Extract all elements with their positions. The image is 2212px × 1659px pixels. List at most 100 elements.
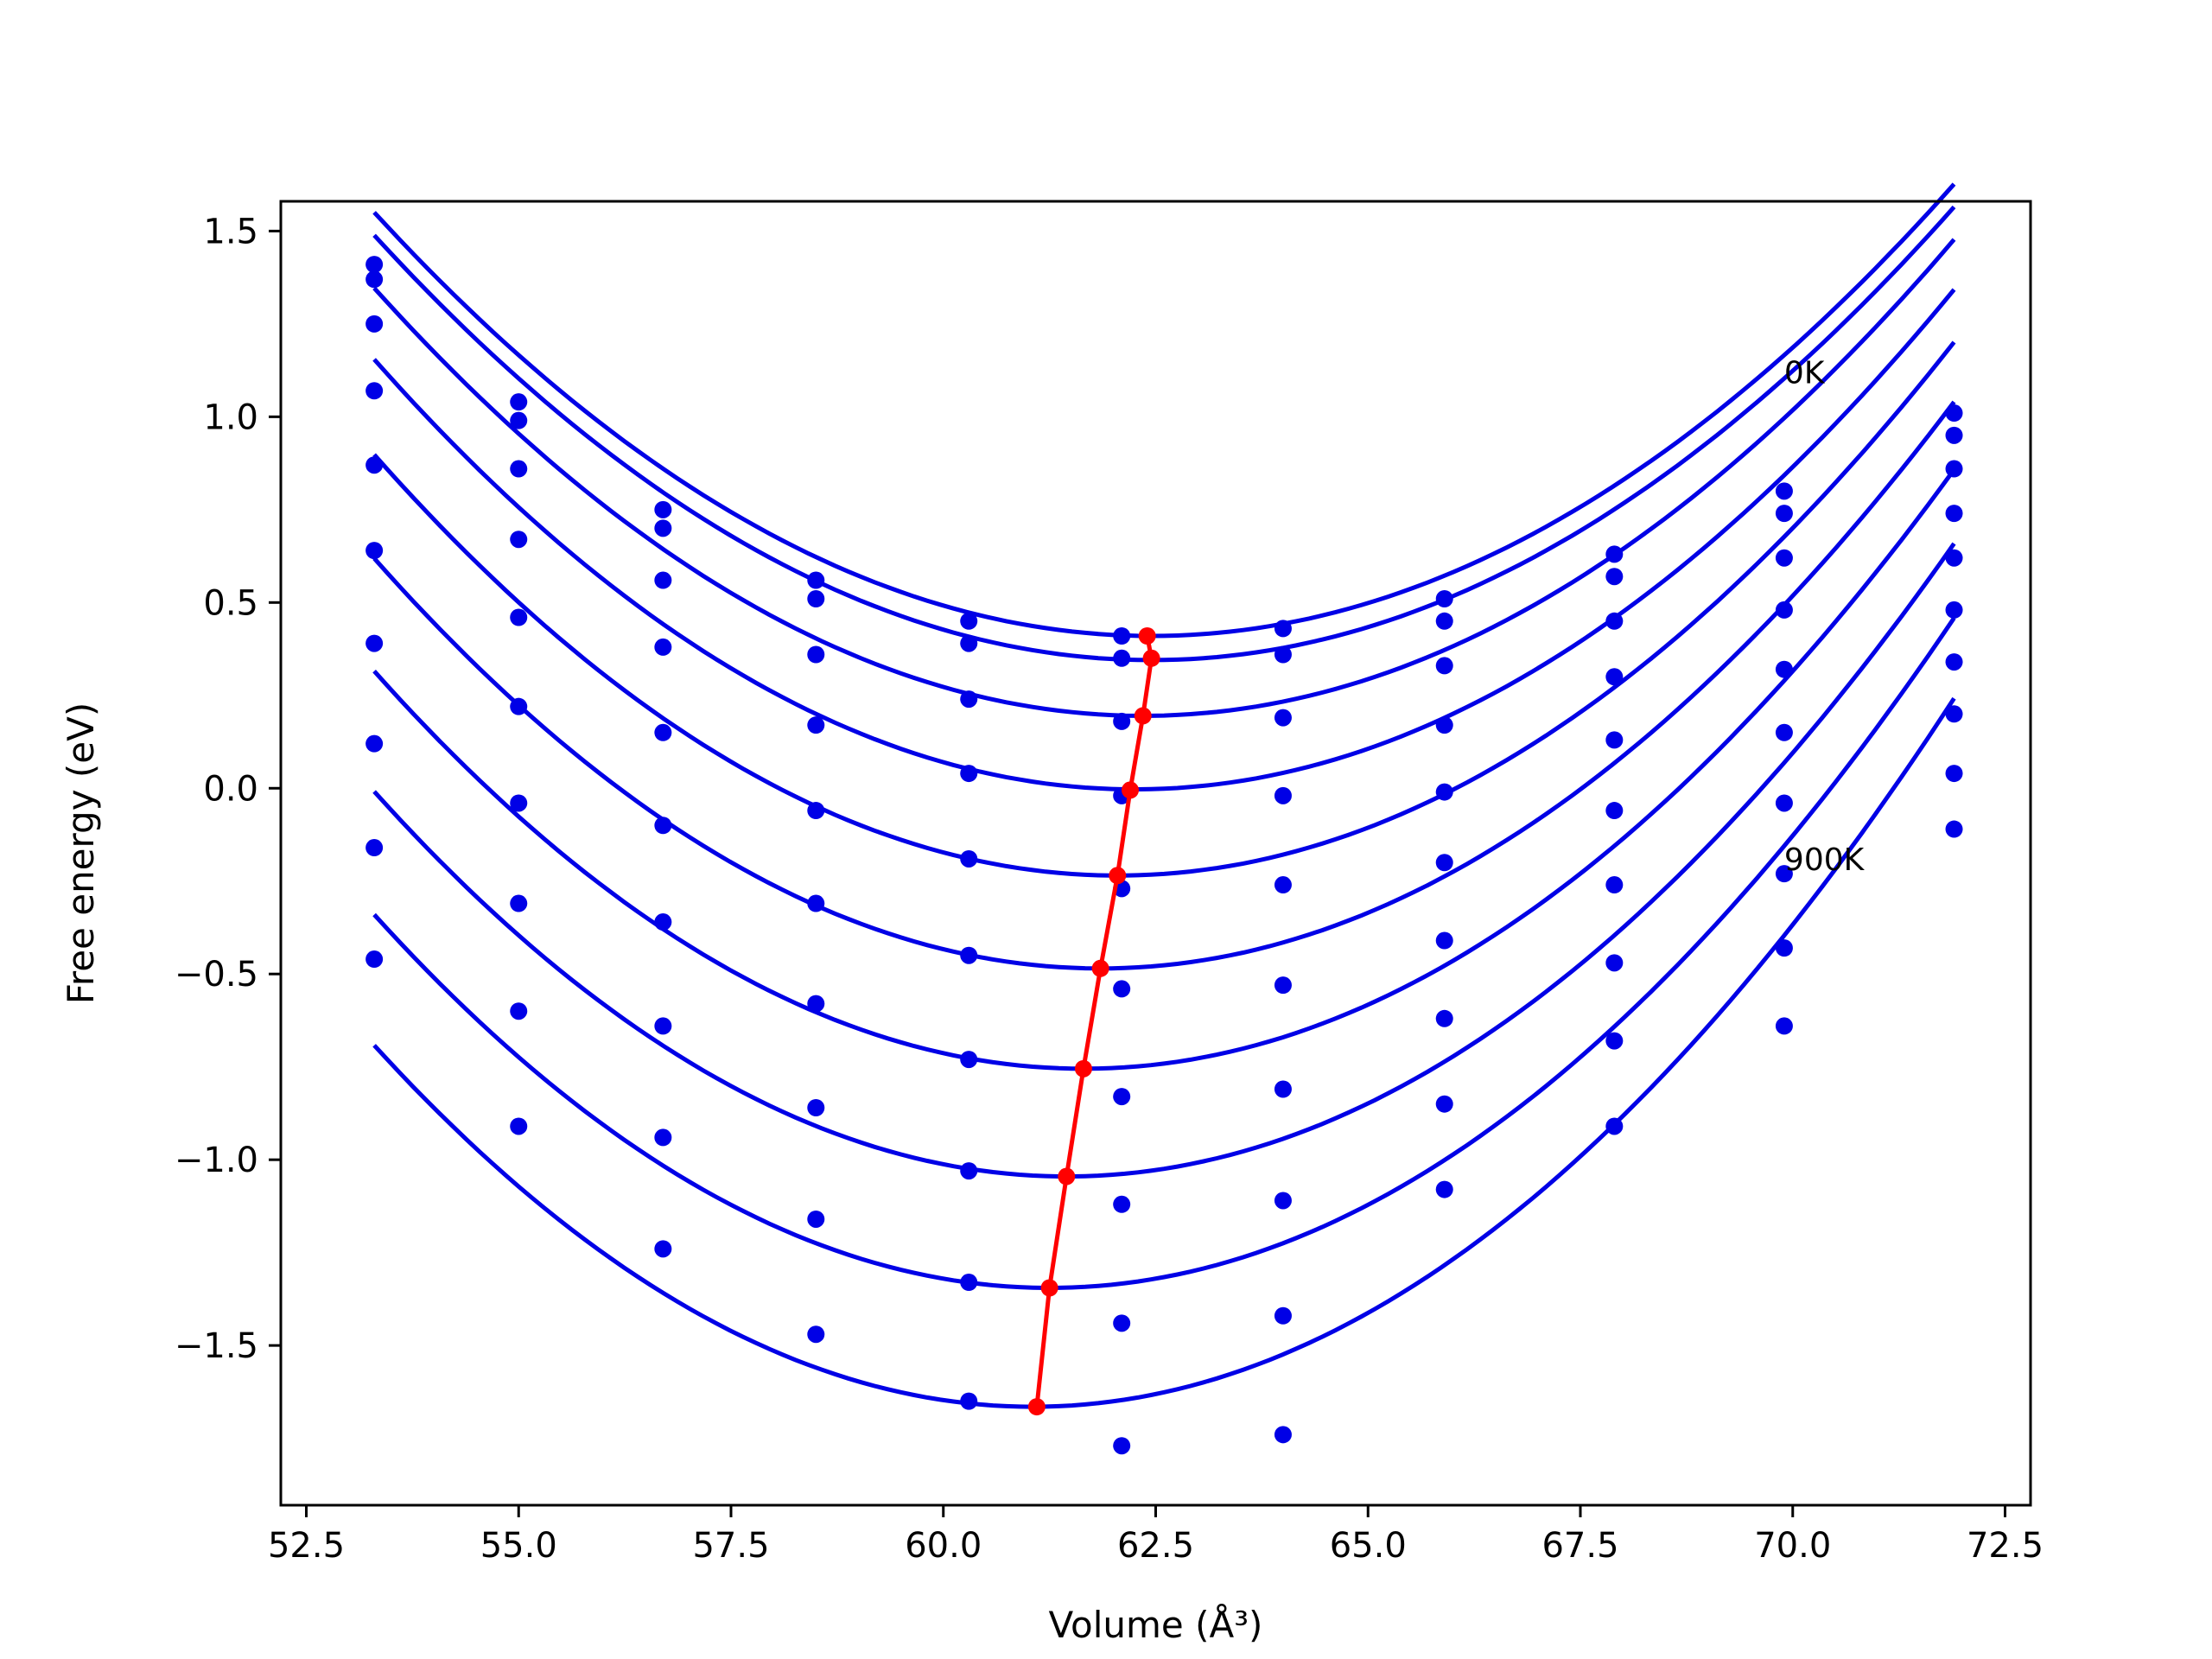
data-point <box>1435 716 1453 734</box>
data-point <box>960 612 978 630</box>
data-point <box>654 1128 672 1147</box>
data-point <box>807 995 825 1013</box>
y-tick-label: −1.5 <box>175 1326 258 1366</box>
annotations: 0K 900K <box>1784 356 1866 878</box>
data-point <box>510 393 528 411</box>
data-point <box>807 571 825 589</box>
data-point <box>1113 1088 1131 1106</box>
data-point <box>1274 709 1292 727</box>
data-point <box>1113 1314 1131 1332</box>
minimum-point <box>1134 707 1152 725</box>
data-point <box>1945 653 1963 671</box>
data-point <box>1775 505 1793 523</box>
data-point <box>654 519 672 537</box>
data-point <box>654 723 672 741</box>
fit-curve-2 <box>372 205 1956 663</box>
data-point <box>1435 783 1453 801</box>
data-point <box>960 634 978 652</box>
data-point <box>960 1162 978 1180</box>
data-point <box>1113 627 1131 645</box>
minimum-point <box>1091 959 1109 977</box>
data-point <box>1113 1195 1131 1213</box>
data-point <box>960 1392 978 1410</box>
x-tick-label: 72.5 <box>1967 1526 2044 1566</box>
data-point <box>1274 645 1292 664</box>
data-point <box>654 1017 672 1035</box>
fit-curve-7 <box>372 468 1956 1071</box>
data-point <box>1113 712 1131 730</box>
fit-curve-5 <box>372 340 1956 878</box>
data-point <box>1274 620 1292 638</box>
y-tick-label: 0.5 <box>203 583 258 623</box>
minimum-point <box>1138 627 1156 645</box>
data-point <box>1274 1192 1292 1210</box>
fit-curve-6 <box>372 400 1956 971</box>
data-points <box>365 256 1963 1455</box>
data-point <box>654 571 672 589</box>
y-axis-label: Free energy (eV) <box>60 702 102 1005</box>
data-point <box>1775 601 1793 619</box>
data-point <box>1113 1437 1131 1455</box>
minimum-point <box>1142 649 1160 667</box>
x-axis-ticks: 52.5 55.0 57.5 60.0 62.5 65.0 67.5 70.0 72.5 <box>268 1505 2044 1566</box>
fit-curve-1 <box>372 182 1956 639</box>
data-point <box>960 1274 978 1292</box>
data-point <box>960 946 978 964</box>
data-point <box>654 1240 672 1258</box>
data-point <box>807 894 825 912</box>
minimum-point <box>1074 1059 1092 1077</box>
x-tick-label: 57.5 <box>692 1526 769 1566</box>
data-point <box>960 849 978 868</box>
data-point <box>654 638 672 656</box>
data-point <box>654 500 672 518</box>
data-point <box>807 645 825 664</box>
annotation-label: 900K <box>1784 842 1866 878</box>
data-point <box>1274 786 1292 804</box>
data-point <box>1113 649 1131 667</box>
data-point <box>510 608 528 626</box>
data-point <box>807 1098 825 1116</box>
data-point <box>654 913 672 931</box>
data-point <box>1274 1080 1292 1098</box>
data-point <box>365 950 384 969</box>
data-point <box>1274 976 1292 995</box>
y-tick-label: 0.0 <box>203 769 258 809</box>
data-point <box>1605 954 1624 972</box>
data-point <box>1775 865 1793 883</box>
data-point <box>1435 1009 1453 1027</box>
y-tick-label: −0.5 <box>175 955 258 995</box>
y-axis-ticks: 1.5 1.0 0.5 0.0 −0.5 −1.0 −1.5 <box>175 212 281 1366</box>
data-point <box>654 817 672 835</box>
data-point <box>1274 876 1292 894</box>
data-point <box>365 634 384 652</box>
data-point <box>365 256 384 274</box>
y-tick-label: −1.0 <box>175 1141 258 1180</box>
data-point <box>807 802 825 820</box>
data-point <box>1274 1426 1292 1444</box>
data-point <box>510 411 528 429</box>
data-point <box>1605 876 1624 894</box>
x-tick-label: 62.5 <box>1117 1526 1194 1566</box>
data-point <box>1435 612 1453 630</box>
data-point <box>365 542 384 560</box>
data-point <box>1605 731 1624 749</box>
fit-curve-10 <box>372 696 1956 1409</box>
x-tick-label: 70.0 <box>1754 1526 1831 1566</box>
data-point <box>960 765 978 783</box>
data-point <box>1945 426 1963 444</box>
data-point <box>1274 1306 1292 1325</box>
data-point <box>1945 705 1963 723</box>
data-point <box>510 531 528 549</box>
data-point <box>1435 931 1453 950</box>
annotation-label: 0K <box>1784 356 1826 391</box>
data-point <box>1435 1095 1453 1113</box>
data-point <box>1775 939 1793 957</box>
data-point <box>510 1117 528 1135</box>
data-point <box>1945 404 1963 423</box>
data-point <box>1775 549 1793 567</box>
data-point <box>807 590 825 608</box>
fit-curve-3 <box>372 238 1956 718</box>
data-point <box>1945 820 1963 838</box>
